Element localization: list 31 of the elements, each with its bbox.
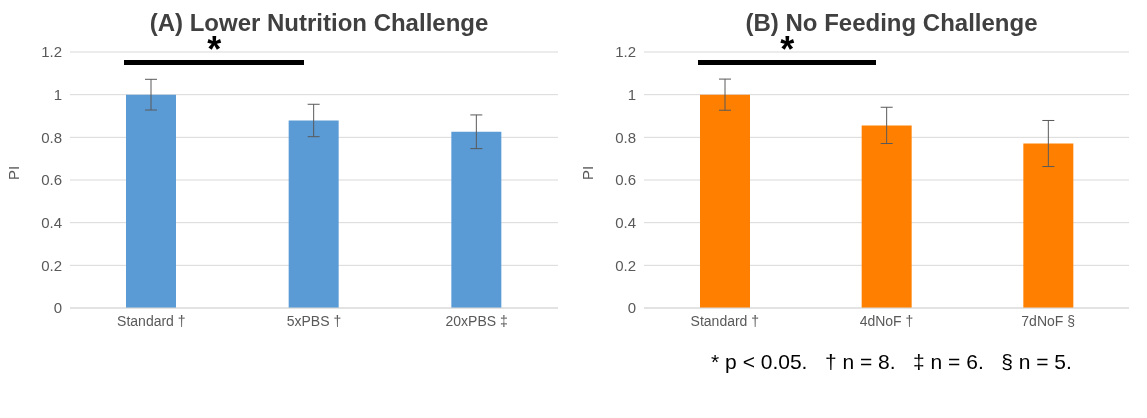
bar [700, 94, 750, 308]
y-tick-label: 0.6 [615, 171, 636, 189]
y-axis-title: PI [5, 165, 23, 180]
text: * p < 0.05. † n = 8. ‡ n = 6. § n = 5. [710, 350, 1073, 374]
y-tick-label: 0.6 [41, 171, 62, 189]
bar [861, 125, 912, 308]
y-tick-label: 0 [627, 299, 636, 317]
significance-bracket: * [124, 37, 304, 65]
y-tick-label: 0.8 [41, 128, 62, 146]
x-tick-label: 5xPBS † [286, 312, 342, 329]
y-tick-label: 1 [53, 85, 62, 103]
y-tick-label: 0.8 [615, 128, 636, 146]
y-tick-label: 1.2 [615, 43, 636, 61]
x-tick-label: Standard † [690, 312, 760, 329]
significance-bracket: * [697, 37, 877, 65]
x-tick-label: 4dNoF † [859, 312, 914, 329]
y-tick-label: 1.2 [41, 43, 62, 61]
bar [126, 94, 176, 308]
x-tick-label: 20xPBS ‡ [445, 312, 508, 329]
y-tick-label: 0.4 [41, 213, 62, 231]
y-tick-label: 0.2 [41, 256, 62, 274]
y-tick-label: 1 [627, 85, 636, 103]
y-axis-title: PI [579, 165, 597, 180]
bar [451, 131, 502, 308]
y-tick-label: 0 [53, 299, 62, 317]
x-tick-label: 7dNoF § [1021, 312, 1076, 329]
y-tick-label: 0.4 [615, 213, 636, 231]
x-tick-label: Standard † [117, 312, 186, 329]
bar [1023, 143, 1074, 308]
bar [288, 120, 339, 308]
y-tick-label: 0.2 [615, 256, 636, 274]
